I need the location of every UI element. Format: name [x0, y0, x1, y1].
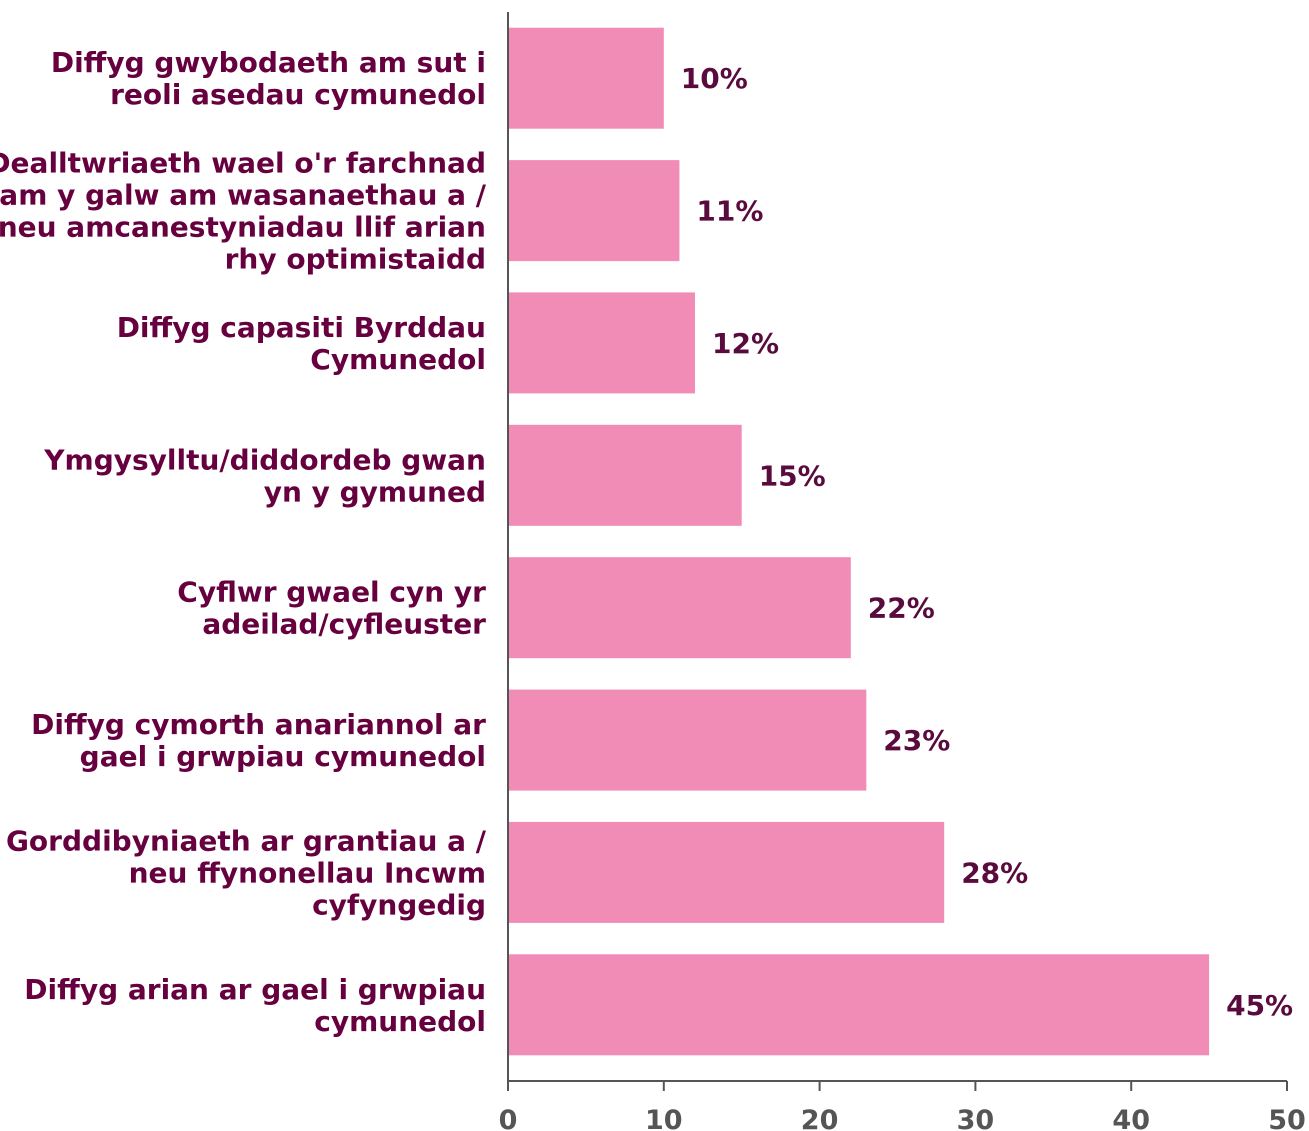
bars-layer	[508, 27, 1210, 1056]
category-label-6-line-1: Diffyg cymorth anariannol ar	[31, 708, 486, 741]
category-label-3-line-1: Diffyg capasiti Byrddau	[117, 311, 486, 344]
bar-4	[508, 424, 742, 526]
axes-layer: 0 10 20 30 40 50	[499, 12, 1306, 1131]
category-label-8: Diffyg arian ar gael i grwpiau cymunedol	[24, 973, 486, 1038]
category-label-7-line-1: Gorddibyniaeth ar grantiau a /	[6, 824, 487, 857]
bar-2	[508, 160, 680, 262]
data-label-1: 10%	[681, 62, 748, 95]
category-label-4-line-2: yn y gymuned	[264, 475, 486, 508]
data-label-5: 22%	[868, 592, 935, 625]
x-tick-label-1: 0	[499, 1105, 518, 1131]
bar-7	[508, 821, 945, 923]
bar-5	[508, 557, 851, 659]
category-label-4-line-1: Ymgysylltu/diddordeb gwan	[43, 443, 486, 476]
data-label-2: 11%	[696, 195, 763, 228]
category-label-6: Diffyg cymorth anariannol ar gael i grwpi…	[31, 708, 486, 773]
category-label-2-line-4: rhy optimistaidd	[225, 243, 486, 276]
x-tick-label-3: 20	[801, 1105, 839, 1131]
bar-3	[508, 292, 695, 394]
category-label-1: Diffyg gwybodaeth am sut i reoli asedau c…	[51, 46, 486, 111]
data-label-7: 28%	[961, 856, 1028, 889]
data-label-8: 45%	[1226, 989, 1293, 1022]
category-label-3-line-2: Cymunedol	[310, 343, 486, 376]
category-label-7: Gorddibyniaeth ar grantiau a / neu ffynon…	[6, 824, 487, 921]
x-tick-label-6: 50	[1268, 1105, 1306, 1131]
category-label-1-line-2: reoli asedau cymunedol	[110, 78, 486, 111]
labels-layer: 10% Diffyg gwybodaeth am sut i reoli aseda…	[0, 46, 1293, 1038]
data-label-4: 15%	[759, 459, 826, 492]
category-label-7-line-2: neu ffynonellau Incwm	[129, 856, 486, 889]
category-label-1-line-1: Diffyg gwybodaeth am sut i	[51, 46, 486, 79]
category-label-5: Cyflwr gwael cyn yr adeilad/cyfleuster	[177, 576, 486, 641]
data-label-6: 23%	[883, 724, 950, 757]
category-label-2-line-1: Dealltwriaeth wael o'r farchnad	[0, 147, 486, 180]
x-tick-label-2: 10	[645, 1105, 683, 1131]
category-label-7-line-3: cyfyngedig	[312, 888, 486, 921]
data-label-3: 12%	[712, 327, 779, 360]
category-label-2-line-2: am y galw am wasanaethau a /	[0, 179, 487, 212]
bar-6	[508, 689, 867, 791]
category-label-4: Ymgysylltu/diddordeb gwan yn y gymuned	[43, 443, 486, 508]
category-label-5-line-2: adeilad/cyfleuster	[202, 608, 486, 641]
category-label-8-line-1: Diffyg arian ar gael i grwpiau	[24, 973, 486, 1006]
category-label-5-line-1: Cyflwr gwael cyn yr	[177, 576, 486, 609]
category-label-3: Diffyg capasiti Byrddau Cymunedol	[117, 311, 486, 376]
bar-1	[508, 27, 664, 129]
category-label-2-line-3: neu amcanestyniadau llif arian	[0, 211, 486, 244]
category-label-2: Dealltwriaeth wael o'r farchnad am y galw…	[0, 147, 487, 276]
category-label-6-line-2: gael i grwpiau cymunedol	[80, 740, 486, 773]
bar-8	[508, 954, 1210, 1056]
x-tick-label-4: 30	[957, 1105, 995, 1131]
category-label-8-line-2: cymunedol	[314, 1005, 486, 1038]
x-tick-label-5: 40	[1112, 1105, 1150, 1131]
